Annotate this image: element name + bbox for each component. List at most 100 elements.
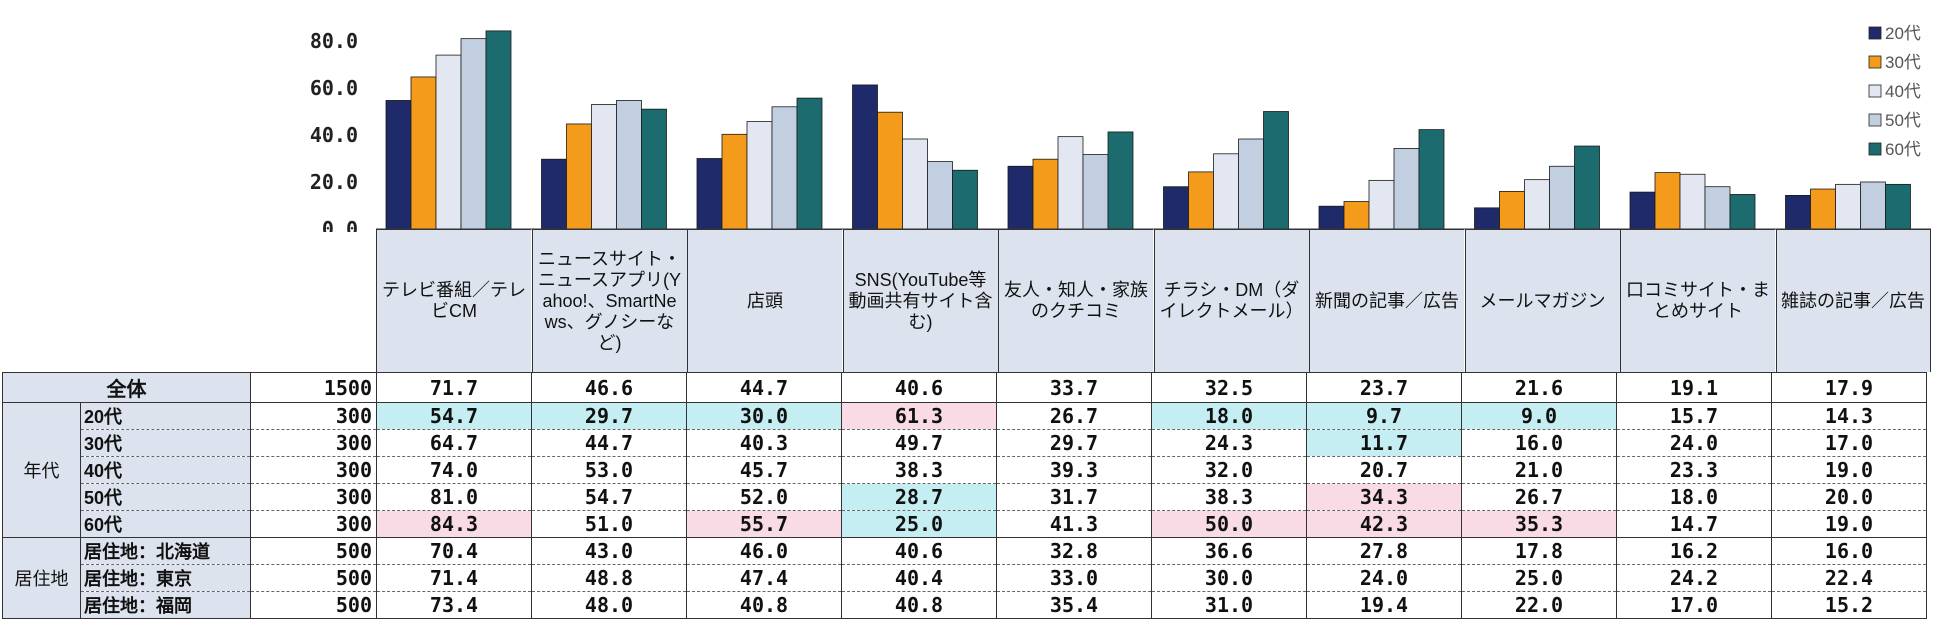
table-cell: 33.7 bbox=[996, 372, 1152, 403]
table-cell: 30.0 bbox=[1151, 564, 1307, 592]
sample-size: 1500 bbox=[250, 372, 377, 403]
table-row: 居住地：東京 500 71.4 48.8 47.4 40.4 33.0 30.0 24.0 25.… bbox=[3, 564, 1927, 592]
bar bbox=[1238, 138, 1264, 230]
table-cell: 31.7 bbox=[996, 483, 1152, 511]
bar bbox=[1343, 201, 1370, 230]
table-cell: 50.0 bbox=[1151, 510, 1307, 538]
row-label: 20代 bbox=[80, 402, 251, 430]
bar bbox=[385, 100, 412, 230]
table-cell: 54.7 bbox=[376, 402, 532, 430]
bar bbox=[1885, 183, 1911, 230]
row-label: 60代 bbox=[80, 510, 251, 538]
table-cell: 44.7 bbox=[531, 429, 687, 457]
table-cell: 61.3 bbox=[841, 402, 997, 430]
sample-size: 300 bbox=[250, 402, 377, 430]
table-cell: 71.7 bbox=[376, 372, 532, 403]
bar bbox=[1704, 186, 1731, 230]
table-cell: 74.0 bbox=[376, 456, 532, 484]
table-cell: 40.6 bbox=[841, 537, 997, 565]
table-cell: 26.7 bbox=[1461, 483, 1617, 511]
table-cell: 27.8 bbox=[1306, 537, 1462, 565]
table-cell: 32.5 bbox=[1151, 372, 1307, 403]
table-cell: 22.4 bbox=[1771, 564, 1927, 592]
table-cell: 29.7 bbox=[996, 429, 1152, 457]
table-cell: 15.2 bbox=[1771, 591, 1927, 619]
legend-label: 50代 bbox=[1885, 111, 1921, 130]
row-label: 居住地：北海道 bbox=[80, 537, 251, 565]
bar bbox=[591, 104, 617, 230]
table-cell: 18.0 bbox=[1616, 483, 1772, 511]
table-cell: 23.3 bbox=[1616, 456, 1772, 484]
legend-swatch bbox=[1868, 84, 1882, 98]
bar bbox=[1368, 179, 1395, 230]
table-cell: 73.4 bbox=[376, 591, 532, 619]
bar bbox=[1318, 205, 1345, 230]
legend-swatch bbox=[1868, 142, 1882, 156]
table-cell: 46.0 bbox=[686, 537, 842, 565]
bar bbox=[1032, 158, 1059, 230]
bar bbox=[1549, 165, 1575, 230]
table-row: 年代 20代 300 54.7 29.7 30.0 61.3 26.7 18.0 9.7 9.0 15… bbox=[2, 402, 1927, 538]
table-cell: 17.0 bbox=[1616, 591, 1772, 619]
bar-chart: 0.0 20.0 40.0 60.0 80.0 20代 30代 40代 50代 60代 bbox=[310, 24, 1931, 232]
bar bbox=[1188, 171, 1214, 230]
bars bbox=[376, 30, 1931, 230]
bar bbox=[541, 158, 567, 230]
row-label: 50代 bbox=[80, 483, 251, 511]
bar bbox=[1729, 194, 1756, 230]
table-cell: 25.0 bbox=[841, 510, 997, 538]
table-cell: 26.7 bbox=[996, 402, 1152, 430]
table-row-total: 全体 1500 71.7 46.6 44.7 40.6 33.7 32.5 23.7 21.6 19… bbox=[2, 372, 1927, 403]
table-cell: 43.0 bbox=[531, 537, 687, 565]
sample-size: 300 bbox=[250, 510, 377, 538]
bar bbox=[1474, 207, 1500, 230]
table-cell: 35.3 bbox=[1461, 510, 1617, 538]
category-label: 雑誌の記事／広告 bbox=[1775, 229, 1931, 372]
bar bbox=[1082, 154, 1109, 230]
legend-swatch bbox=[1868, 26, 1882, 40]
bar bbox=[641, 108, 667, 230]
legend: 20代 30代 40代 50代 60代 bbox=[1868, 24, 1921, 159]
table-cell: 47.4 bbox=[686, 564, 842, 592]
table-cell: 40.4 bbox=[841, 564, 997, 592]
legend-label: 60代 bbox=[1885, 140, 1921, 159]
category-label: 店頭 bbox=[687, 229, 842, 372]
bar bbox=[1524, 179, 1550, 230]
table-cell: 15.7 bbox=[1616, 402, 1772, 430]
table-cell: 21.0 bbox=[1461, 456, 1617, 484]
table-cell: 36.6 bbox=[1151, 537, 1307, 565]
category-label: テレビ番組／テレビCM bbox=[376, 229, 531, 372]
y-tick-label: 20.0 bbox=[310, 170, 358, 194]
bar bbox=[1785, 194, 1811, 230]
table-cell: 16.0 bbox=[1771, 537, 1927, 565]
table-cell: 24.0 bbox=[1306, 564, 1462, 592]
row-label: 居住地：東京 bbox=[80, 564, 251, 592]
table-cell: 44.7 bbox=[686, 372, 842, 403]
bar bbox=[877, 111, 903, 230]
legend-label: 20代 bbox=[1885, 24, 1921, 43]
bar bbox=[852, 84, 878, 230]
category-label: 口コミサイト・まとめサイト bbox=[1620, 229, 1775, 372]
bar bbox=[696, 158, 723, 230]
bar bbox=[1835, 183, 1861, 230]
bar bbox=[902, 138, 928, 230]
table-row: 50代 300 81.0 54.7 52.0 28.7 31.7 38.3 34.3 26.7 18… bbox=[3, 483, 1927, 511]
y-axis: 0.0 20.0 40.0 60.0 80.0 bbox=[310, 29, 358, 232]
table-cell: 25.0 bbox=[1461, 564, 1617, 592]
table-cell: 9.0 bbox=[1461, 402, 1617, 430]
bar bbox=[1057, 136, 1084, 230]
table-cell: 53.0 bbox=[531, 456, 687, 484]
table-row: 30代 300 64.7 44.7 40.3 49.7 29.7 24.3 11.7 16.0 24… bbox=[3, 429, 1927, 457]
bar bbox=[1107, 131, 1134, 230]
table-cell: 84.3 bbox=[376, 510, 532, 538]
legend-swatch bbox=[1868, 55, 1882, 69]
table-cell: 28.7 bbox=[841, 483, 997, 511]
category-label: 新聞の記事／広告 bbox=[1309, 229, 1464, 372]
bar bbox=[1163, 186, 1189, 230]
group-label: 年代 bbox=[2, 402, 81, 538]
table-row: 60代 300 84.3 51.0 55.7 25.0 41.3 50.0 42.3 35.3 14… bbox=[3, 510, 1927, 538]
bar bbox=[435, 54, 462, 230]
table-cell: 35.4 bbox=[996, 591, 1152, 619]
row-label: 居住地：福岡 bbox=[80, 591, 251, 619]
table-row: 居住地：福岡 500 73.4 48.0 40.8 40.8 35.4 31.0 19.4 22.… bbox=[3, 591, 1927, 619]
